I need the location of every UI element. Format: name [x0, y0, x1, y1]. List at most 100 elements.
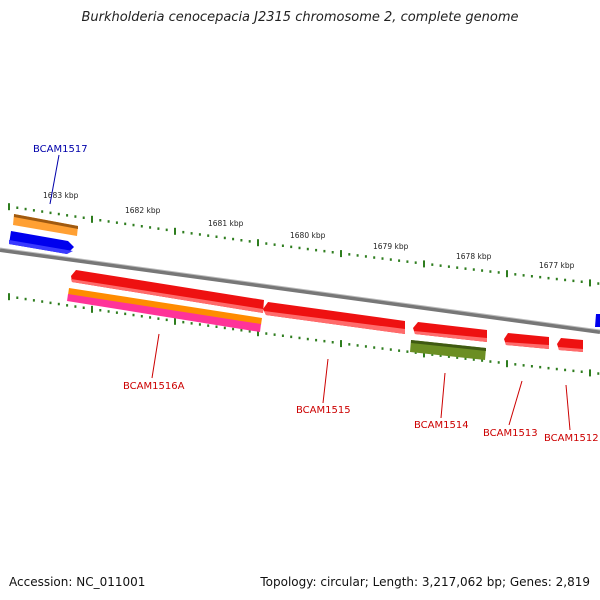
- gene-label-BCAM1517[interactable]: BCAM1517: [33, 144, 88, 155]
- minor-tick: [489, 360, 492, 363]
- leader-line: [49, 154, 60, 205]
- chromosome-backbone: [0, 248, 600, 334]
- minor-tick: [16, 296, 19, 299]
- gene-label-BCAM1515[interactable]: BCAM1515: [296, 405, 351, 416]
- minor-tick: [107, 220, 110, 223]
- minor-tick: [24, 207, 27, 211]
- gene-BCAM1515[interactable]: [263, 302, 405, 334]
- minor-tick: [414, 351, 417, 354]
- major-tick: [8, 293, 10, 301]
- minor-tick: [273, 333, 276, 336]
- minor-tick: [331, 251, 334, 254]
- minor-tick: [157, 317, 160, 320]
- minor-tick: [497, 271, 500, 274]
- minor-tick: [74, 215, 77, 218]
- minor-tick: [57, 302, 60, 306]
- minor-tick: [198, 233, 201, 236]
- gene-BCAM1514[interactable]: [413, 322, 487, 342]
- minor-tick: [530, 365, 533, 368]
- gene-BCAM1513[interactable]: [504, 333, 549, 349]
- major-tick: [589, 279, 591, 287]
- minor-tick: [248, 240, 251, 243]
- minor-tick: [16, 206, 19, 209]
- lower-tick-marks: [8, 293, 600, 377]
- minor-tick: [32, 209, 35, 212]
- major-tick: [589, 369, 591, 377]
- leader-line: [508, 380, 523, 426]
- minor-tick: [364, 255, 367, 258]
- minor-tick: [223, 236, 226, 240]
- minor-tick: [165, 318, 168, 322]
- orange-feature-lower[interactable]: [67, 288, 262, 332]
- gene-label-BCAM1513[interactable]: BCAM1513: [483, 428, 538, 439]
- blue-feature-edge[interactable]: [595, 314, 600, 327]
- gene-BCAM1517[interactable]: [9, 231, 74, 254]
- minor-tick: [124, 222, 127, 226]
- minor-tick: [414, 261, 417, 264]
- minor-tick: [149, 316, 152, 319]
- minor-tick: [207, 324, 210, 327]
- minor-tick: [306, 247, 309, 251]
- gene-label-BCAM1514[interactable]: BCAM1514: [414, 420, 469, 431]
- minor-tick: [522, 274, 525, 277]
- kbp-label: 1681 kbp: [208, 219, 244, 228]
- minor-tick: [373, 346, 376, 349]
- minor-tick: [514, 273, 517, 276]
- minor-tick: [439, 264, 442, 267]
- minor-tick: [348, 253, 351, 256]
- major-tick: [340, 340, 342, 348]
- gene-BCAM1512[interactable]: [557, 338, 583, 352]
- minor-tick: [572, 369, 575, 373]
- major-tick: [174, 227, 176, 235]
- minor-tick: [240, 329, 243, 332]
- major-tick: [423, 350, 425, 358]
- minor-tick: [555, 367, 558, 371]
- major-tick: [340, 250, 342, 258]
- minor-tick: [24, 297, 27, 301]
- minor-tick: [290, 245, 293, 249]
- minor-tick: [248, 330, 251, 333]
- orange-feature-upper[interactable]: [13, 214, 78, 236]
- minor-tick: [580, 280, 583, 283]
- minor-tick: [381, 347, 384, 350]
- minor-tick: [66, 214, 69, 217]
- minor-tick: [572, 279, 575, 283]
- minor-tick: [315, 248, 318, 252]
- minor-tick: [447, 265, 450, 268]
- kbp-label: 1678 kbp: [456, 252, 492, 261]
- minor-tick: [398, 349, 401, 352]
- minor-tick: [580, 370, 583, 373]
- minor-tick: [481, 269, 484, 272]
- gene-label-BCAM1516A[interactable]: BCAM1516A: [123, 381, 185, 392]
- minor-tick: [41, 210, 44, 213]
- minor-tick: [99, 309, 102, 312]
- genome-summary-text: Topology: circular; Length: 3,217,062 bp…: [260, 575, 590, 589]
- minor-tick: [49, 211, 52, 215]
- minor-tick: [190, 232, 193, 235]
- minor-tick: [348, 343, 351, 346]
- minor-tick: [232, 327, 235, 331]
- gene-BCAM1516A[interactable]: [71, 270, 264, 313]
- minor-tick: [215, 325, 218, 328]
- minor-tick: [298, 336, 301, 340]
- minor-tick: [190, 322, 193, 325]
- accession-text: Accession: NC_011001: [9, 575, 146, 589]
- major-tick: [257, 239, 259, 247]
- minor-tick: [32, 299, 35, 302]
- minor-tick: [41, 300, 44, 303]
- minor-tick: [265, 242, 268, 245]
- minor-tick: [539, 275, 542, 279]
- minor-tick: [323, 339, 326, 343]
- minor-tick: [323, 249, 326, 253]
- olive-feature[interactable]: [410, 340, 486, 360]
- minor-tick: [364, 345, 367, 348]
- minor-tick: [223, 326, 226, 330]
- minor-tick: [547, 366, 550, 370]
- minor-tick: [514, 363, 517, 366]
- minor-tick: [472, 268, 475, 271]
- gene-label-BCAM1512[interactable]: BCAM1512: [544, 433, 599, 444]
- map-title: Burkholderia cenocepacia J2315 chromosom…: [81, 10, 519, 25]
- minor-tick: [497, 361, 500, 364]
- minor-tick: [207, 234, 210, 237]
